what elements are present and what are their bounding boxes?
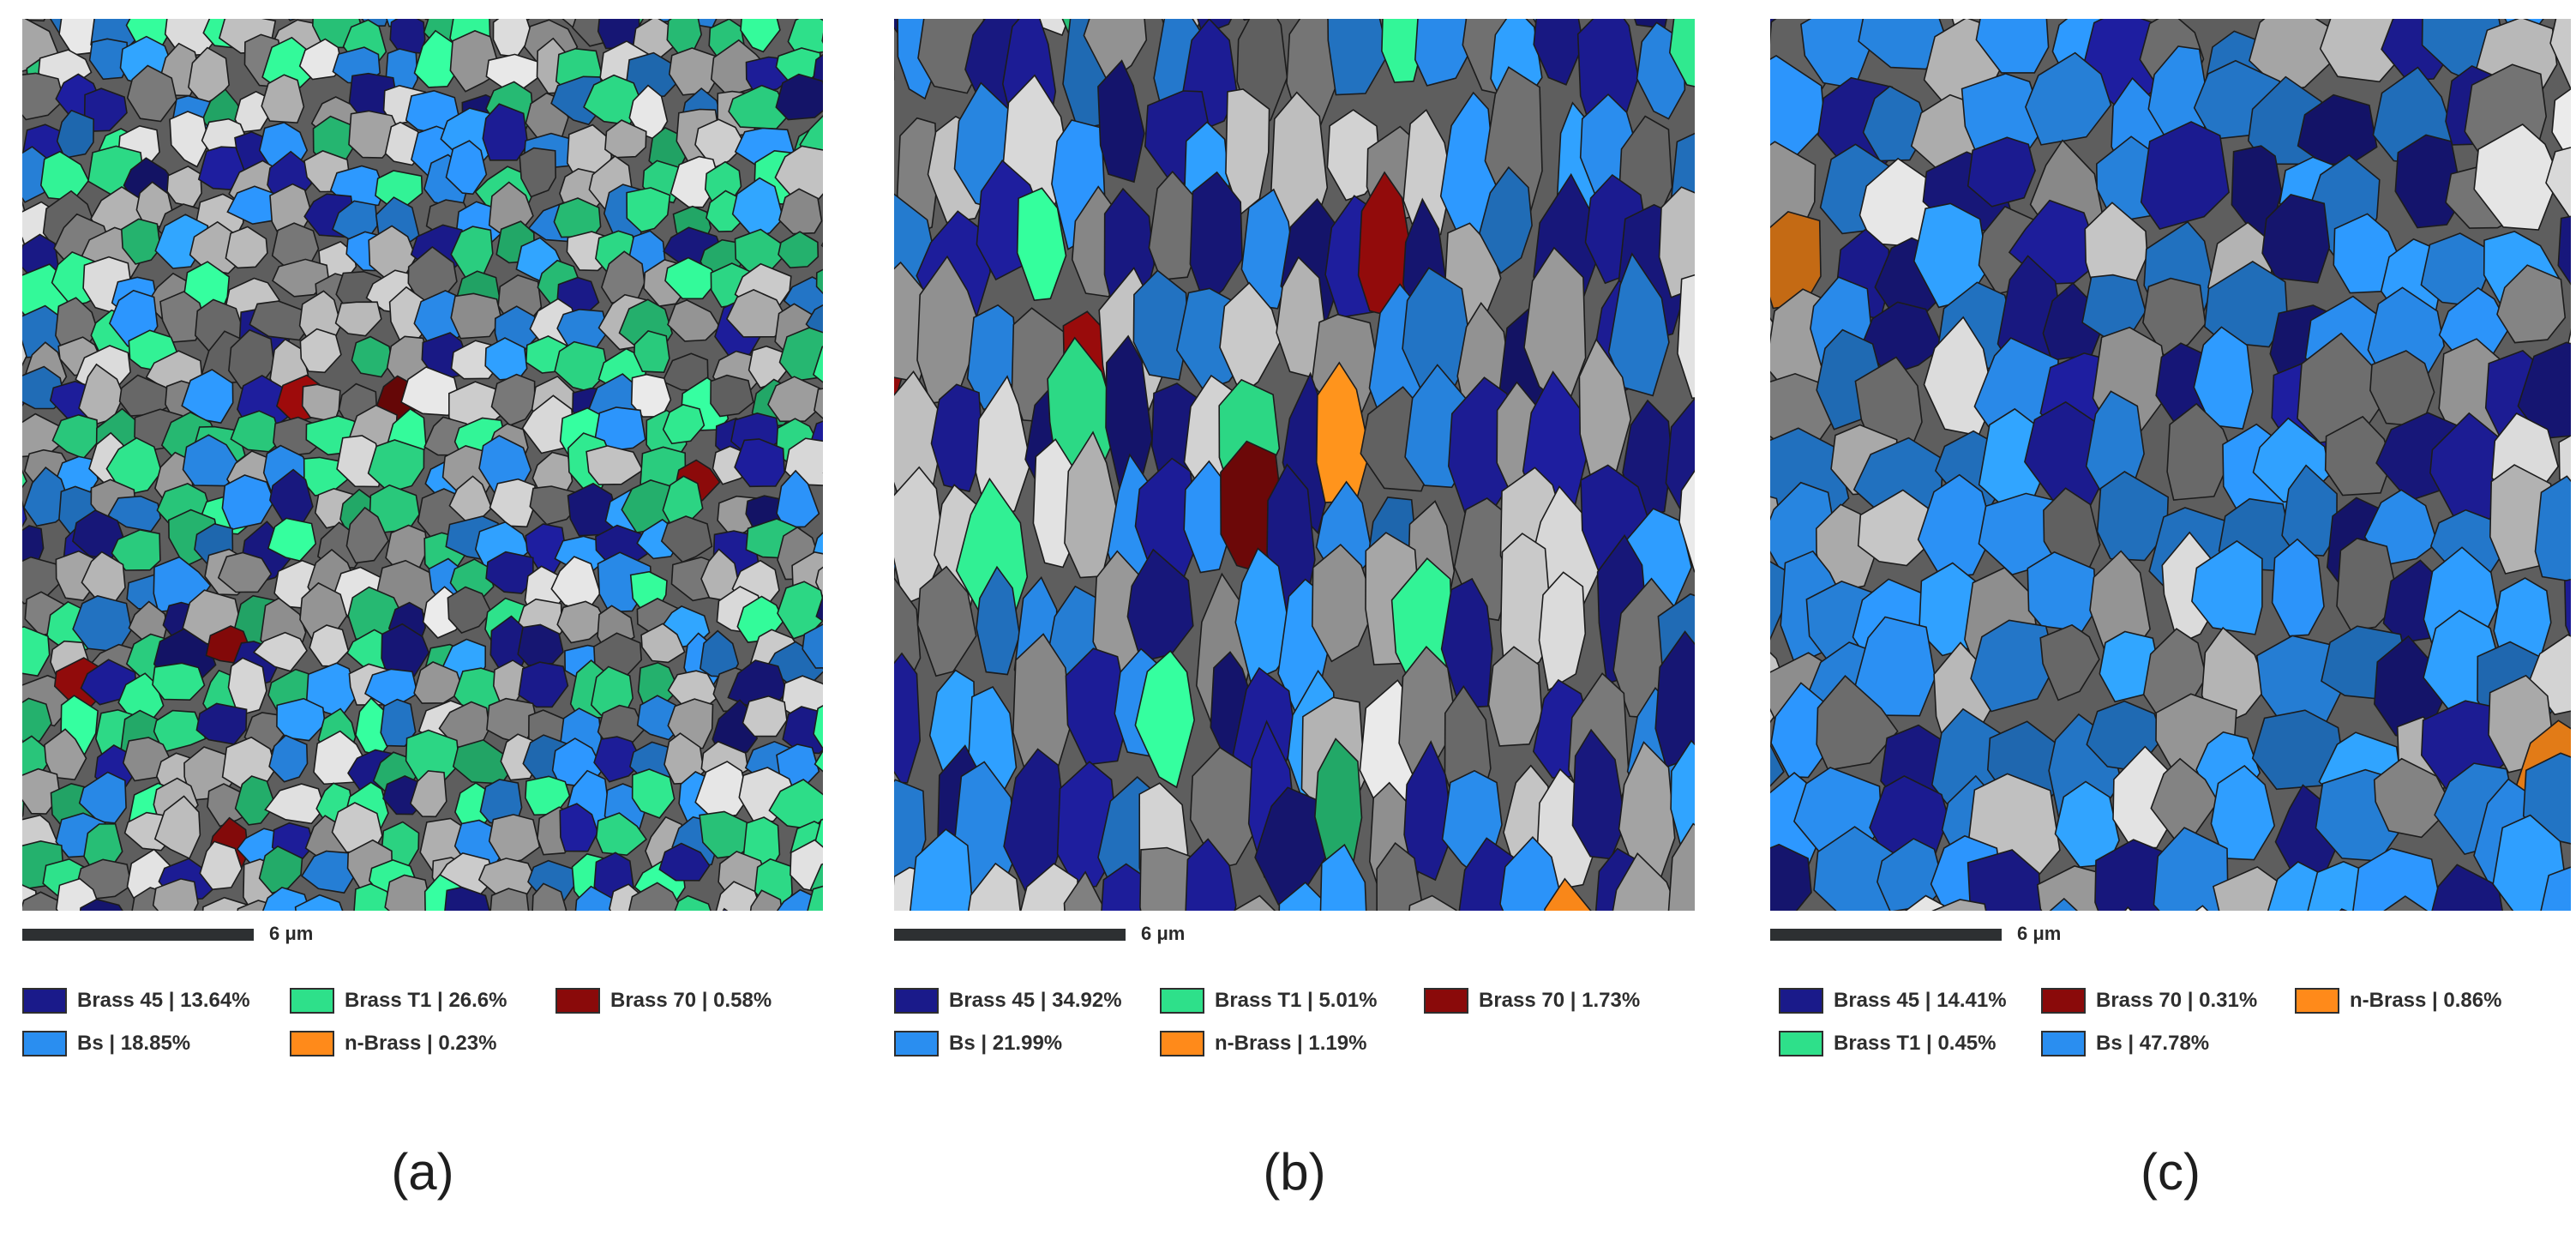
scale-bar-line xyxy=(894,929,1126,941)
legend-label: Brass 45 | 13.64% xyxy=(77,989,250,1012)
legend-label: Brass T1 | 26.6% xyxy=(345,989,507,1012)
legend-label: n-Brass | 0.86% xyxy=(2350,989,2502,1012)
grain-orientation-map-c xyxy=(1770,19,2571,911)
legend-item: Brass 45 | 13.64% xyxy=(22,984,250,1018)
legend-item: Brass 45 | 14.41% xyxy=(1779,984,2007,1018)
legend-swatch xyxy=(290,988,334,1014)
figure-panel-a: 6 μm Brass 45 | 13.64% Brass T1 | 26.6% … xyxy=(22,19,823,1237)
panel-caption-c: (c) xyxy=(2141,1143,2201,1201)
legend-label: Bs | 47.78% xyxy=(2096,1032,2210,1055)
legend-item: Bs | 47.78% xyxy=(2041,1026,2209,1061)
legend-item: Brass T1 | 26.6% xyxy=(290,984,507,1018)
scale-bar-c: 6 μm xyxy=(1770,923,2571,944)
legend-label: Bs | 21.99% xyxy=(949,1032,1063,1055)
legend-c: Brass 45 | 14.41% Brass 70 | 0.31% n-Bra… xyxy=(1770,984,2571,1078)
legend-swatch xyxy=(1160,1031,1204,1056)
scale-bar-label: 6 μm xyxy=(269,923,314,944)
legend-item: Brass 45 | 34.92% xyxy=(894,984,1122,1018)
legend-swatch xyxy=(894,1031,939,1056)
figure-panel-c: 6 μm Brass 45 | 14.41% Brass 70 | 0.31% … xyxy=(1770,19,2571,1237)
legend-item: n-Brass | 1.19% xyxy=(1160,1026,1366,1061)
legend-swatch xyxy=(2041,988,2086,1014)
legend-swatch xyxy=(2041,1031,2086,1056)
legend-label: n-Brass | 1.19% xyxy=(1215,1032,1367,1055)
legend-swatch xyxy=(555,988,600,1014)
scale-bar-line xyxy=(1770,929,2002,941)
legend-swatch xyxy=(1779,988,1823,1014)
legend-item: Brass T1 | 5.01% xyxy=(1160,984,1378,1018)
legend-label: Brass 45 | 14.41% xyxy=(1834,989,2007,1012)
legend-swatch xyxy=(1160,988,1204,1014)
legend-item: Brass 70 | 1.73% xyxy=(1424,984,1640,1018)
legend-label: Brass 45 | 34.92% xyxy=(949,989,1122,1012)
legend-item: Brass 70 | 0.31% xyxy=(2041,984,2257,1018)
scale-bar-a: 6 μm xyxy=(22,923,823,944)
legend-swatch xyxy=(2295,988,2339,1014)
figure-panel-b: 6 μm Brass 45 | 34.92% Brass T1 | 5.01% … xyxy=(894,19,1695,1237)
legend-swatch xyxy=(290,1031,334,1056)
legend-label: Brass 70 | 0.31% xyxy=(2096,989,2258,1012)
legend-swatch xyxy=(1779,1031,1823,1056)
scale-bar-line xyxy=(22,929,254,941)
grain-orientation-map-a xyxy=(22,19,823,911)
grain-orientation-map-b xyxy=(894,19,1695,911)
scale-bar-label: 6 μm xyxy=(2017,923,2062,944)
legend-item: n-Brass | 0.23% xyxy=(290,1026,496,1061)
legend-label: Brass 70 | 0.58% xyxy=(610,989,772,1012)
legend-swatch xyxy=(894,988,939,1014)
legend-swatch xyxy=(22,1031,67,1056)
legend-label: n-Brass | 0.23% xyxy=(345,1032,497,1055)
legend-label: Brass T1 | 5.01% xyxy=(1215,989,1378,1012)
legend-label: Bs | 18.85% xyxy=(77,1032,191,1055)
legend-item: Bs | 21.99% xyxy=(894,1026,1062,1061)
legend-item: Brass T1 | 0.45% xyxy=(1779,1026,1997,1061)
legend-a: Brass 45 | 13.64% Brass T1 | 26.6% Brass… xyxy=(22,984,823,1078)
legend-label: Brass 70 | 1.73% xyxy=(1479,989,1641,1012)
legend-item: Brass 70 | 0.58% xyxy=(555,984,772,1018)
legend-swatch xyxy=(1424,988,1468,1014)
legend-item: n-Brass | 0.86% xyxy=(2295,984,2501,1018)
scale-bar-b: 6 μm xyxy=(894,923,1695,944)
scale-bar-label: 6 μm xyxy=(1141,923,1186,944)
legend-swatch xyxy=(22,988,67,1014)
panel-caption-a: (a) xyxy=(391,1143,454,1201)
legend-label: Brass T1 | 0.45% xyxy=(1834,1032,1997,1055)
panel-caption-b: (b) xyxy=(1263,1143,1326,1201)
legend-item: Bs | 18.85% xyxy=(22,1026,190,1061)
legend-b: Brass 45 | 34.92% Brass T1 | 5.01% Brass… xyxy=(894,984,1695,1078)
